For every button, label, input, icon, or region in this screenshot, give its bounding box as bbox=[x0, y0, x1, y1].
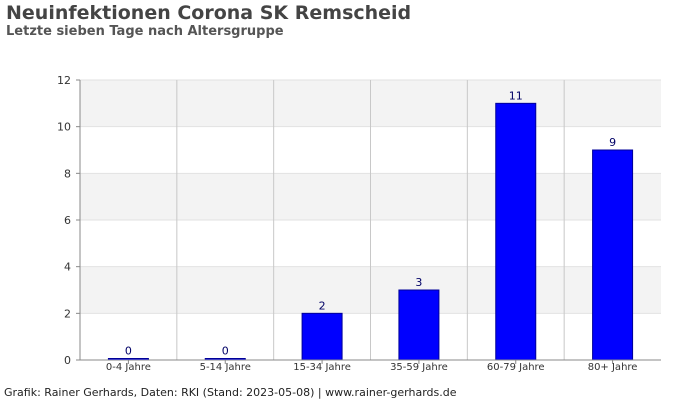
data-label: 11 bbox=[509, 89, 523, 102]
x-category-label: 60-79 Jahre bbox=[487, 362, 545, 373]
bar bbox=[495, 102, 537, 361]
axes bbox=[79, 80, 661, 361]
y-tick-label: 2 bbox=[64, 307, 71, 320]
x-category-label: 5-14 Jahre bbox=[200, 362, 251, 373]
bar bbox=[301, 312, 343, 361]
data-label: 9 bbox=[609, 136, 616, 149]
bar bbox=[398, 289, 440, 361]
y-tick-label: 4 bbox=[64, 261, 71, 274]
data-label: 2 bbox=[319, 299, 326, 312]
x-category-label: 0-4 Jahre bbox=[106, 362, 151, 373]
x-category-label: 80+ Jahre bbox=[588, 362, 638, 373]
y-tick-label: 8 bbox=[64, 167, 71, 180]
data-labels: 0 0 2 3 11 9 bbox=[125, 89, 616, 357]
data-label: 3 bbox=[415, 276, 422, 289]
x-category-label: 35-59 Jahre bbox=[390, 362, 448, 373]
data-label: 0 bbox=[222, 345, 229, 358]
vertical-gridlines bbox=[176, 80, 565, 360]
data-label: 0 bbox=[125, 345, 132, 358]
bar-series bbox=[107, 102, 634, 361]
x-axis-category-labels: 0-4 Jahre 5-14 Jahre 15-34 Jahre 35-59 Jahr… bbox=[106, 360, 638, 373]
y-axis-tick-labels: 0 2 4 6 8 10 12 bbox=[57, 74, 71, 367]
bar bbox=[592, 149, 634, 361]
y-tick-label: 0 bbox=[64, 354, 71, 367]
footer-credits: Grafik: Rainer Gerhards, Daten: RKI (Sta… bbox=[4, 386, 457, 399]
chart-subtitle: Letzte sieben Tage nach Altersgruppe bbox=[6, 24, 284, 39]
y-tick-label: 10 bbox=[57, 121, 71, 134]
x-category-label: 15-34 Jahre bbox=[293, 362, 351, 373]
chart-title: Neuinfektionen Corona SK Remscheid bbox=[6, 2, 412, 24]
y-tick-label: 6 bbox=[64, 214, 71, 227]
y-tick-label: 12 bbox=[57, 74, 71, 87]
